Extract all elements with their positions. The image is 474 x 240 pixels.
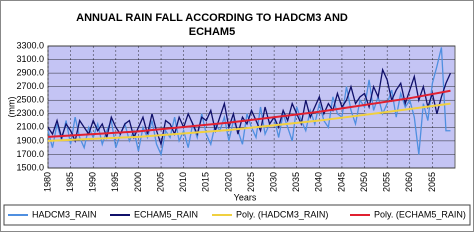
- x-tick-label: 2005: [155, 172, 165, 192]
- x-tick-label: 1995: [110, 172, 120, 192]
- x-tick-label: 2025: [246, 172, 256, 192]
- x-tick-label: 2020: [223, 172, 233, 192]
- x-axis-label: Years: [234, 192, 257, 202]
- legend-label: Poly. (ECHAM5_RAIN): [374, 209, 466, 219]
- x-tick-label: 2015: [201, 172, 211, 192]
- legend-label: ECHAM5_RAIN: [134, 209, 198, 219]
- y-tick-label: 1500.0: [16, 162, 44, 172]
- legend: [3, 204, 471, 226]
- chart-title: ECHAM5: [189, 26, 235, 38]
- y-tick-label: 2900.0: [16, 67, 44, 77]
- x-tick-label: 2040: [314, 172, 324, 192]
- y-tick-label: 1900.0: [16, 135, 44, 145]
- x-tick-label: 1990: [88, 172, 98, 192]
- x-tick-label: 2000: [133, 172, 143, 192]
- x-tick-label: 2035: [291, 172, 301, 192]
- y-tick-label: 2500.0: [16, 95, 44, 105]
- y-tick-label: 3300.0: [16, 40, 44, 50]
- series-line: [47, 89, 451, 138]
- y-tick-label: 2100.0: [16, 122, 44, 132]
- x-tick-label: 2050: [359, 172, 369, 192]
- x-tick-label: 1985: [65, 172, 75, 192]
- chart-title: ANNUAL RAIN FALL ACCORDING TO HADCM3 AND: [76, 12, 348, 24]
- series-line: [47, 102, 451, 142]
- x-tick-label: 2055: [382, 172, 392, 192]
- x-tick-label: 2030: [268, 172, 278, 192]
- y-tick-label: 2700.0: [16, 81, 44, 91]
- legend-label: Poly. (HADCM3_RAIN): [236, 209, 328, 219]
- legend-label: HADCM3_RAIN: [32, 209, 97, 219]
- y-tick-label: 1700.0: [16, 149, 44, 159]
- x-tick-label: 2010: [178, 172, 188, 192]
- y-axis-label: (mm): [6, 97, 16, 118]
- x-tick-label: 2045: [336, 172, 346, 192]
- y-tick-label: 3100.0: [16, 54, 44, 64]
- x-tick-label: 2060: [404, 172, 414, 192]
- series-line: [47, 67, 452, 147]
- x-tick-label: 1980: [42, 172, 52, 192]
- y-tick-label: 2300.0: [16, 108, 44, 118]
- chart: ANNUAL RAIN FALL ACCORDING TO HADCM3 AND…: [0, 0, 474, 232]
- x-tick-label: 2065: [427, 172, 437, 192]
